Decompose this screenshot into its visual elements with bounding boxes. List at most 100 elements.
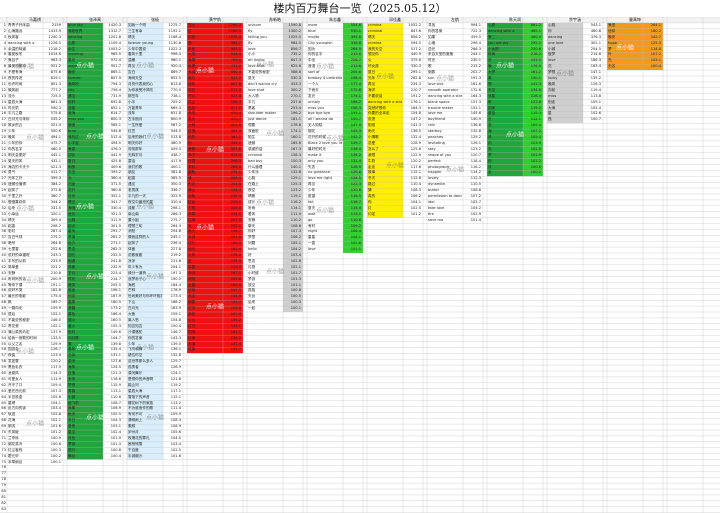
play-count-cell: 150.4 (170, 323, 181, 328)
row-number: 61 (1, 376, 6, 381)
play-count-cell: 327.6 (230, 146, 241, 151)
play-count-cell: 173.2 (110, 306, 121, 311)
play-count-cell: 296.4 (470, 40, 481, 45)
play-count-cell: 813.8 (170, 81, 181, 86)
song-name-cell: criminal (368, 28, 383, 33)
watermark-text: 点小猫 (435, 75, 455, 83)
play-count-cell: 182.8 (50, 288, 61, 293)
row-number: 76 (1, 465, 6, 470)
play-count-cell: 132.4 (410, 135, 421, 139)
song-name-cell: 约定 (68, 294, 76, 299)
song-name-cell: 理想三旬 (128, 223, 143, 228)
play-count-cell: 110.4 (410, 182, 421, 187)
watermark-text: 点小猫 (255, 61, 275, 69)
play-count-cell: 108.3 (170, 418, 181, 423)
song-name-cell: 夏夜 (68, 424, 76, 429)
play-count-cell: 154.9 (230, 294, 241, 299)
song-name-cell: 牛奶 (368, 158, 376, 163)
song-name-cell: 朱雀 (188, 46, 196, 51)
play-count-cell: 204.1 (170, 264, 181, 269)
play-count-cell: 521.4 (50, 123, 61, 128)
play-count-cell: 166.2 (350, 99, 361, 104)
song-name-cell: 夜曲 (8, 353, 16, 358)
play-count-cell: 220.8 (230, 205, 241, 210)
song-name-cell: 你要的全拿走 (368, 111, 390, 116)
song-name-cell: 夏至 (488, 111, 496, 116)
song-name-cell: 晴天 (368, 34, 376, 39)
song-name-cell: 踏山河 (128, 382, 139, 387)
row-number: 47 (1, 294, 6, 299)
play-count-cell: 117.5 (50, 365, 61, 370)
watermark-text: 点小猫 (15, 205, 35, 213)
play-count-cell: 126.3 (590, 81, 601, 86)
play-count-cell: 125.8 (410, 146, 421, 151)
play-count-cell: 160.1 (290, 135, 301, 139)
play-count-cell: 1240.3 (48, 34, 61, 39)
play-count-cell: 191.1 (50, 282, 61, 287)
song-name-cell: 不是有海 (8, 70, 23, 75)
song-name-cell: 再见 (128, 64, 136, 69)
play-count-cell: 1025.5 (288, 34, 301, 39)
song-name-cell: 少年 (128, 341, 136, 346)
play-count-cell: 111.9 (290, 211, 301, 216)
play-count-cell: 254.5 (590, 46, 601, 51)
song-name-cell: 时光机 (8, 105, 19, 110)
song-name-cell: 什么道理 (248, 164, 263, 169)
song-name-cell: 赤羽 (188, 270, 196, 275)
play-count-cell: 110.2 (290, 217, 301, 222)
song-name-cell: lucky (548, 76, 558, 80)
play-count-cell: 1109.4 (108, 40, 121, 45)
song-name-cell: 霞光 (188, 117, 196, 122)
row-number: 41 (1, 258, 6, 263)
value-column-fill (43, 22, 63, 466)
song-name-cell: 温柔 (68, 300, 76, 305)
play-count-cell: 155.3 (110, 323, 121, 328)
play-count-cell: 1413.9 (48, 28, 61, 33)
play-count-cell: 207.9 (230, 217, 241, 222)
play-count-cell: 1300.2 (288, 28, 301, 33)
play-count-cell: 1003.2 (108, 46, 121, 51)
song-name-cell: 有何不可 (128, 412, 143, 417)
song-name-cell: levitating (428, 140, 445, 145)
song-name-cell: 路过 (368, 182, 376, 187)
song-name-cell: 玫瑰 (188, 64, 196, 69)
play-count-cell: 105.6 (50, 394, 61, 399)
play-count-cell: 105.5 (110, 412, 121, 417)
play-count-cell: 1130.8 (168, 40, 181, 45)
song-name-cell: 无人知晓 (308, 123, 323, 128)
play-count-cell: 129.2 (470, 135, 481, 139)
song-name-cell: 烈日 (188, 87, 196, 92)
play-count-cell: 264.8 (50, 241, 61, 246)
play-count-cell: 163.8 (230, 276, 241, 281)
play-count-cell: 218.2 (530, 52, 541, 57)
song-name-cell: 光年 (368, 76, 376, 80)
song-name-cell: 骄阳 (188, 146, 196, 151)
song-name-cell: 秋天 (68, 412, 76, 417)
song-name-cell: 夏天 (248, 76, 256, 80)
play-count-cell: 132.8 (470, 129, 481, 134)
play-count-cell: 101.2 (530, 158, 541, 163)
play-count-cell: 257.6 (290, 99, 301, 104)
play-count-cell: 770.5 (170, 87, 181, 92)
song-name-cell: 开不了口 (8, 382, 23, 387)
play-count-cell: 116.2 (290, 199, 301, 204)
song-name-cell: love (548, 58, 556, 63)
song-name-cell: 花 (548, 64, 552, 69)
song-name-cell: miss (548, 93, 557, 98)
play-count-cell: 176.5 (530, 64, 541, 69)
column-header: 张泽禹 (89, 17, 101, 22)
song-name-cell: 回忆 (68, 253, 76, 257)
play-count-cell: 120.2 (50, 359, 61, 364)
play-count-cell: 126.9 (170, 365, 181, 370)
song-name-cell: 起点 (68, 223, 76, 228)
header-row (0, 17, 720, 23)
row-number: 18 (1, 123, 6, 128)
play-count-cell: 460.8 (590, 28, 601, 33)
play-count-cell: 210.8 (50, 270, 61, 275)
song-name-cell: 听 (488, 99, 492, 104)
song-name-cell: 旅行 (68, 447, 76, 452)
song-name-cell: 听妈妈的话 (8, 276, 26, 281)
play-count-cell: 554.6 (350, 22, 361, 27)
play-count-cell: 159.9 (50, 306, 61, 311)
song-name-cell: dancing (68, 34, 83, 39)
